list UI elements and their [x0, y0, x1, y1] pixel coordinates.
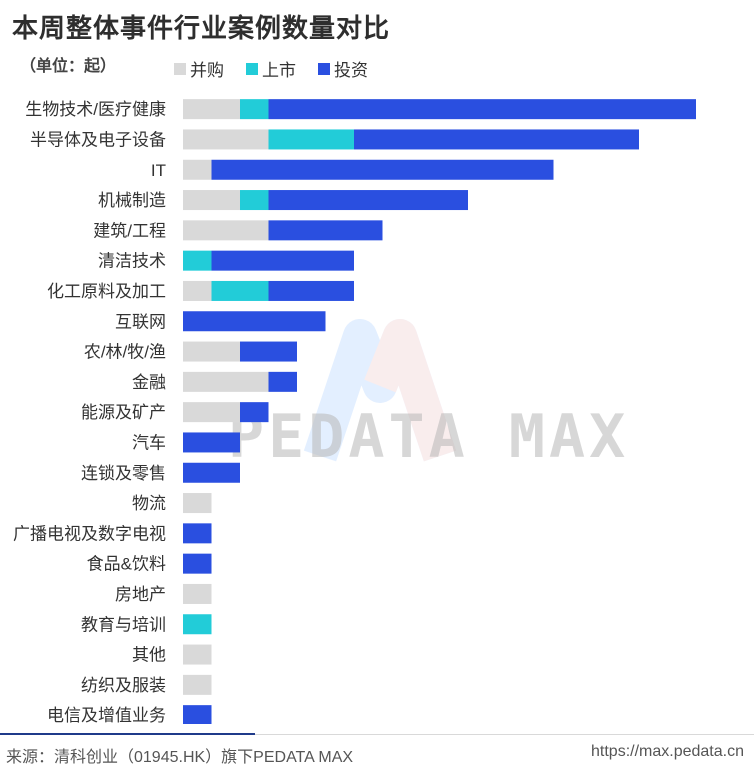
- bar-segment-merger: [183, 159, 212, 180]
- bar-segment-investment: [268, 220, 383, 241]
- chart-title: 本周整体事件行业案例数量对比: [12, 13, 391, 43]
- bar-segment-merger: [183, 190, 240, 211]
- bar-segment-investment: [268, 371, 297, 392]
- bar-segment-ipo: [240, 99, 269, 120]
- bar-segment-ipo: [240, 190, 269, 211]
- footer-divider: [0, 734, 754, 735]
- legend-label-merger: 并购: [190, 61, 224, 80]
- bar-segment-investment: [268, 280, 354, 301]
- category-label: 教育与培训: [81, 615, 166, 634]
- bar-segment-ipo: [183, 250, 212, 271]
- category-label: 互联网: [115, 312, 166, 331]
- bar-segment-investment: [183, 432, 240, 453]
- category-label: 农/林/牧/渔: [84, 343, 166, 362]
- bar-segment-investment: [240, 402, 269, 423]
- category-label: 生物技术/医疗健康: [25, 100, 166, 119]
- legend-swatch-ipo: [246, 62, 258, 75]
- bar-segment-investment: [268, 99, 696, 120]
- bar-segment-merger: [183, 402, 240, 423]
- bar-segment-merger: [183, 371, 269, 392]
- bar-segment-merger: [183, 341, 240, 362]
- legend: 并购 上市 投资: [174, 56, 368, 81]
- bar-segment-investment: [183, 462, 240, 483]
- footer-source: 来源：清科创业（01945.HK）旗下PEDATA MAX: [6, 749, 354, 766]
- bar-segment-ipo: [268, 129, 354, 150]
- legend-swatch-investment: [318, 62, 330, 75]
- bar-segment-investment: [183, 553, 212, 574]
- category-label: 房地产: [115, 585, 166, 604]
- category-label: IT: [151, 161, 166, 180]
- bar-segment-merger: [183, 674, 212, 695]
- bar-segment-investment: [211, 250, 354, 271]
- category-label: 食品&饮料: [87, 555, 166, 574]
- bar-segment-merger: [183, 129, 269, 150]
- bar-segment-merger: [183, 583, 212, 604]
- legend-label-ipo: 上市: [262, 61, 296, 80]
- category-label: 电信及增值业务: [47, 706, 166, 724]
- category-label: 连锁及零售: [81, 464, 166, 483]
- category-label: 汽车: [132, 433, 166, 452]
- category-label: 广播电视及数字电视: [13, 524, 166, 543]
- footer-divider-accent: [0, 733, 255, 735]
- category-label: 其他: [132, 646, 166, 665]
- bar-segment-investment: [268, 190, 468, 211]
- bar-segment-investment: [183, 705, 212, 724]
- bar-segment-merger: [183, 220, 269, 241]
- legend-swatch-merger: [174, 62, 186, 75]
- legend-item-ipo: 上市: [246, 56, 296, 81]
- bar-segment-ipo: [211, 280, 269, 301]
- legend-label-investment: 投资: [334, 61, 368, 80]
- category-label: 机械制造: [98, 191, 166, 210]
- bar-segment-merger: [183, 644, 212, 665]
- category-label: 建筑/工程: [93, 221, 166, 240]
- bar-segment-investment: [211, 159, 554, 180]
- category-label: 化工原料及加工: [47, 282, 166, 301]
- category-label: 金融: [132, 373, 166, 392]
- bar-segment-ipo: [183, 614, 212, 635]
- bar-segment-investment: [183, 523, 212, 544]
- bar-segment-investment: [183, 311, 326, 332]
- bar-segment-investment: [240, 341, 297, 362]
- category-label: 能源及矿产: [81, 403, 166, 422]
- bar-segment-merger: [183, 493, 212, 514]
- bar-segment-merger: [183, 99, 240, 120]
- watermark-text: PEDATA MAX: [228, 402, 630, 472]
- footer-url: https://max.pedata.cn: [591, 743, 744, 760]
- bar-segment-merger: [183, 280, 212, 301]
- unit-label: （单位：起）: [20, 58, 117, 75]
- bar-segment-investment: [354, 129, 639, 150]
- category-label: 物流: [132, 494, 166, 513]
- legend-item-merger: 并购: [174, 56, 224, 81]
- category-label: 清洁技术: [98, 252, 166, 271]
- category-label: 半导体及电子设备: [30, 130, 166, 149]
- legend-item-investment: 投资: [318, 56, 368, 81]
- category-label: 纺织及服装: [81, 676, 166, 695]
